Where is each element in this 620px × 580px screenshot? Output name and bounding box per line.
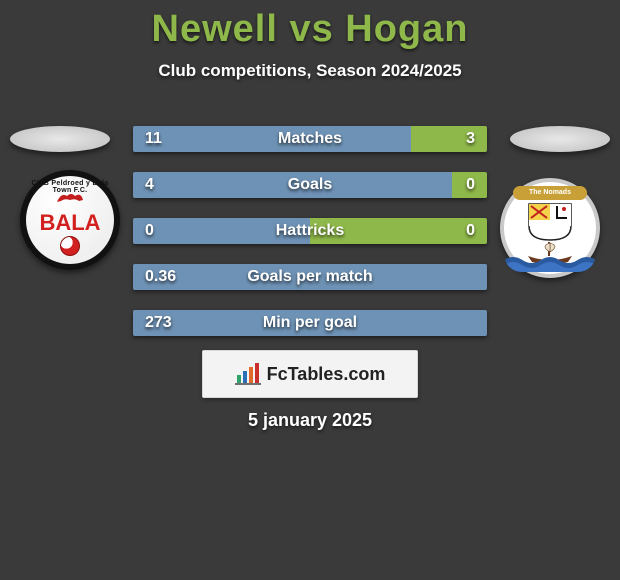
branding-box: FcTables.com: [202, 350, 418, 398]
stat-label: Hattricks: [133, 218, 487, 244]
page-subtitle: Club competitions, Season 2024/2025: [0, 61, 620, 81]
stat-row: 00Hattricks: [133, 218, 487, 244]
stat-bars: 113Matches 40Goals 00Hattricks 0.36Goals pe…: [133, 126, 487, 356]
waves-icon: [504, 254, 596, 272]
stat-row: 40Goals: [133, 172, 487, 198]
stat-label: Goals: [133, 172, 487, 198]
dragon-icon: [55, 190, 85, 204]
football-icon: [60, 236, 80, 256]
club-badge-right: The Nomads: [500, 178, 600, 278]
stat-label: Min per goal: [133, 310, 487, 336]
stat-row: 273Min per goal: [133, 310, 487, 336]
footer-date: 5 january 2025: [0, 410, 620, 431]
stat-row: 113Matches: [133, 126, 487, 152]
bar-chart-icon: [235, 363, 261, 385]
branding-text: FcTables.com: [267, 364, 386, 385]
pedestal-shadow-right: [510, 126, 610, 152]
stat-label: Goals per match: [133, 264, 487, 290]
shield-icon: [527, 202, 573, 242]
stat-label: Matches: [133, 126, 487, 152]
infographic-root: Newell vs Hogan Club competitions, Seaso…: [0, 0, 620, 580]
page-title: Newell vs Hogan: [0, 0, 620, 51]
club-badge-left: CWB Peldroed y Bala Town F.C. BALA: [20, 170, 120, 270]
club-left-name: BALA: [39, 210, 100, 236]
pedestal-shadow-left: [10, 126, 110, 152]
club-right-banner: The Nomads: [513, 186, 587, 200]
stat-row: 0.36Goals per match: [133, 264, 487, 290]
